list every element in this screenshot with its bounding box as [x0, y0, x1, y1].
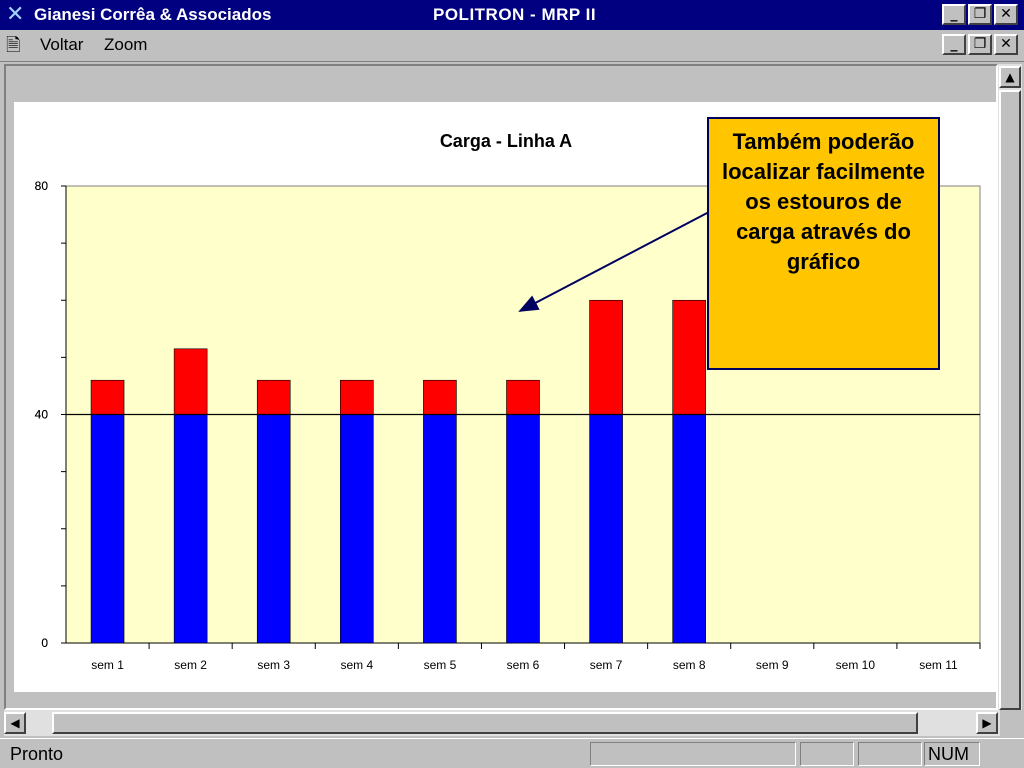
x-tick-label: sem 3 [257, 658, 290, 672]
status-num-indicator: NUM [928, 744, 969, 764]
y-tick-label: 0 [41, 636, 48, 650]
document-icon[interactable]: 🗎 [6, 35, 21, 56]
y-tick-label: 80 [35, 179, 49, 193]
scroll-left-arrow-icon[interactable]: ◀ [4, 712, 26, 734]
window-title: POLITRON - MRP II [433, 5, 597, 24]
x-tick-label: sem 11 [919, 658, 958, 672]
x-tick-label: sem 6 [507, 658, 540, 672]
x-tick-label: sem 8 [673, 658, 706, 672]
callout-box: Também poderão localizar facilmente os e… [707, 117, 940, 370]
doc-minimize-button[interactable]: _ [942, 34, 966, 55]
bar-overload [423, 379, 457, 415]
window-controls: _ ❐ ✕ [942, 4, 1018, 25]
horizontal-scrollbar[interactable]: ◀ ▶ [4, 710, 1000, 736]
restore-button[interactable]: ❐ [968, 4, 992, 25]
bar-capacity [256, 414, 291, 644]
menu-voltar[interactable]: Voltar [40, 35, 84, 54]
title-bar: ✕ Gianesi Corrêa & Associados POLITRON -… [0, 0, 1024, 30]
bar-capacity [589, 414, 623, 644]
horizontal-scroll-thumb[interactable] [52, 712, 918, 734]
bar-overload [173, 348, 208, 415]
x-tick-label: sem 7 [590, 658, 623, 672]
y-tick-label: 40 [35, 408, 49, 422]
status-panel [590, 742, 796, 766]
y-tick-label: 0 [41, 636, 48, 650]
vertical-scrollbar[interactable]: ▲ ▼ [998, 64, 1022, 768]
status-text: Pronto [10, 744, 64, 764]
bar-overload [672, 299, 706, 415]
bar-capacity [672, 414, 706, 644]
close-button[interactable]: ✕ [994, 4, 1018, 25]
bar-overload [340, 379, 374, 415]
scroll-right-arrow-icon[interactable]: ▶ [976, 712, 998, 734]
x-tick-label: sem 10 [836, 658, 876, 672]
y-tick-label: 40 [35, 408, 49, 422]
bar-overload [90, 379, 125, 415]
x-tick-label: sem 5 [424, 658, 457, 672]
callout-arrow [518, 211, 710, 312]
status-bar: Pronto NUM [0, 738, 1024, 768]
menu-bar: 🗎 Voltar Zoom _ ❐ ✕ [0, 30, 1024, 62]
y-tick-label: 80 [35, 179, 49, 193]
bar-capacity [173, 414, 208, 644]
app-x-icon: ✕ [6, 2, 25, 27]
minimize-button[interactable]: _ [942, 4, 966, 25]
status-panel [800, 742, 854, 766]
scroll-up-arrow-icon[interactable]: ▲ [999, 66, 1021, 88]
bar-overload [506, 379, 540, 415]
document-window-controls: _ ❐ ✕ [942, 34, 1018, 55]
doc-restore-button[interactable]: ❐ [968, 34, 992, 55]
app-name: Gianesi Corrêa & Associados [34, 5, 272, 24]
x-tick-label: sem 9 [756, 658, 789, 672]
x-tick-label: sem 1 [91, 658, 124, 672]
bar-capacity [506, 414, 540, 644]
x-tick-label: sem 2 [174, 658, 207, 672]
status-panel-num [924, 742, 980, 766]
vertical-scroll-thumb[interactable] [999, 90, 1021, 710]
bar-capacity [90, 414, 125, 644]
status-panel [858, 742, 922, 766]
bar-overload [589, 299, 623, 415]
menu-zoom[interactable]: Zoom [104, 35, 148, 54]
bar-capacity [423, 414, 457, 644]
chart-title: Carga - Linha A [440, 131, 572, 151]
x-tick-label: sem 4 [340, 658, 373, 672]
bar-capacity [340, 414, 374, 644]
doc-close-button[interactable]: ✕ [994, 34, 1018, 55]
bar-overload [256, 379, 291, 415]
